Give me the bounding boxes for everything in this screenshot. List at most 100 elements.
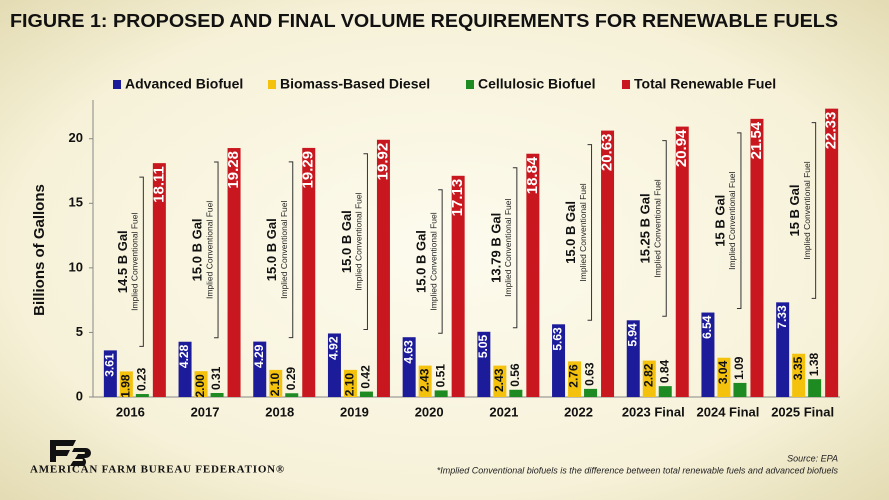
bar xyxy=(227,148,241,397)
bar xyxy=(253,341,267,397)
annotation-note: Implied Conventional Fuel xyxy=(428,212,438,310)
value-label: 20.63 xyxy=(599,134,616,172)
bar xyxy=(552,324,566,397)
logo-mark xyxy=(70,448,91,466)
value-label: 0.23 xyxy=(135,367,149,391)
x-tick-label: 2017 xyxy=(191,404,220,419)
legend-swatch xyxy=(268,80,276,89)
bar xyxy=(343,369,357,397)
annotation-label: 15.0 B Gal xyxy=(414,230,429,293)
value-label: 4.92 xyxy=(327,336,341,360)
value-label: 0.42 xyxy=(359,365,373,389)
value-label: 2.43 xyxy=(417,368,431,392)
legend-swatch xyxy=(466,80,474,89)
x-tick-label: 2019 xyxy=(340,404,369,419)
annotation-note: Implied Conventional Fuel xyxy=(354,192,364,290)
y-tick-label: 15 xyxy=(69,195,83,210)
value-label: 5.05 xyxy=(476,334,490,358)
bar xyxy=(327,333,341,397)
x-tick-label: 2024 Final xyxy=(697,404,760,419)
y-tick-label: 10 xyxy=(69,259,83,274)
annotation-label: 13.79 B Gal xyxy=(488,213,503,283)
value-label: 2.10 xyxy=(268,373,282,397)
annotation-note: Implied Conventional Fuel xyxy=(727,171,737,269)
bar xyxy=(152,163,166,397)
annotation-note: Implied Conventional Fuel xyxy=(130,213,140,311)
value-label: 17.13 xyxy=(449,179,466,217)
bar xyxy=(642,360,656,397)
bar xyxy=(584,388,598,397)
annotation-label: 15 B Gal xyxy=(787,184,802,236)
bar xyxy=(434,390,448,397)
bar xyxy=(119,371,133,397)
bar xyxy=(285,393,299,397)
bar xyxy=(717,357,731,397)
bracket xyxy=(587,144,593,321)
annotation-label: 15.0 B Gal xyxy=(189,218,204,281)
legend-label: Biomass-Based Diesel xyxy=(280,76,430,92)
bar xyxy=(658,386,672,397)
bracket xyxy=(811,122,817,299)
annotation-note: Implied Conventional Fuel xyxy=(503,199,513,297)
bar xyxy=(359,391,373,397)
value-label: 0.51 xyxy=(433,364,447,388)
value-label: 0.31 xyxy=(209,366,223,390)
bar xyxy=(376,139,390,398)
value-label: 18.84 xyxy=(524,156,541,194)
value-label: 2.76 xyxy=(567,364,581,388)
value-label: 3.61 xyxy=(103,353,117,377)
bar xyxy=(103,350,117,397)
value-label: 0.84 xyxy=(657,359,671,383)
value-label: 19.28 xyxy=(225,151,242,189)
annotation-label: 15.0 B Gal xyxy=(563,201,578,264)
x-tick-label: 2020 xyxy=(415,404,444,419)
value-label: 4.28 xyxy=(177,344,191,368)
value-label: 19.29 xyxy=(300,151,317,189)
annotation-note: Implied Conventional Fuel xyxy=(279,201,289,299)
logo xyxy=(50,440,91,466)
source: Source: EPA xyxy=(787,453,838,463)
annotation-label: 15.25 B Gal xyxy=(638,193,653,263)
value-label: 1.98 xyxy=(119,374,133,398)
bar xyxy=(792,353,806,397)
bar xyxy=(808,379,822,397)
bar xyxy=(568,361,582,397)
value-label: 3.04 xyxy=(716,360,730,384)
legend-label: Total Renewable Fuel xyxy=(634,76,776,92)
bracket xyxy=(512,167,518,329)
value-label: 2.43 xyxy=(492,368,506,392)
y-tick-label: 5 xyxy=(76,324,83,339)
x-tick-label: 2018 xyxy=(265,404,294,419)
bar xyxy=(269,369,283,397)
y-tick-label: 20 xyxy=(69,130,83,145)
legend-swatch xyxy=(113,80,121,89)
annotation-label: 14.5 B Gal xyxy=(115,230,130,293)
annotation-label: 15.0 B Gal xyxy=(339,210,354,273)
bar xyxy=(477,331,491,397)
bracket xyxy=(363,153,368,330)
y-axis-label: Billions of Gallons xyxy=(31,184,48,316)
bar xyxy=(526,153,540,397)
x-tick-label: 2023 Final xyxy=(622,404,685,419)
bracket xyxy=(662,140,667,317)
value-label: 4.63 xyxy=(401,340,415,364)
value-label: 3.35 xyxy=(791,356,805,380)
bar xyxy=(675,126,689,398)
value-label: 22.33 xyxy=(823,112,840,150)
value-label: 2.00 xyxy=(193,374,207,398)
bar xyxy=(402,337,416,397)
bracket xyxy=(214,161,219,339)
bar xyxy=(733,382,747,397)
bracket xyxy=(288,161,294,339)
value-label: 0.29 xyxy=(284,367,298,391)
bar xyxy=(451,175,465,397)
legend-label: Cellulosic Biofuel xyxy=(478,76,595,92)
bracket xyxy=(438,189,443,334)
legend-swatch xyxy=(622,80,630,89)
value-label: 0.56 xyxy=(508,363,522,387)
logo-text: AMERICAN FARM BUREAU FEDERATION® xyxy=(30,464,285,476)
value-label: 21.54 xyxy=(748,121,765,159)
value-label: 5.94 xyxy=(625,323,639,347)
